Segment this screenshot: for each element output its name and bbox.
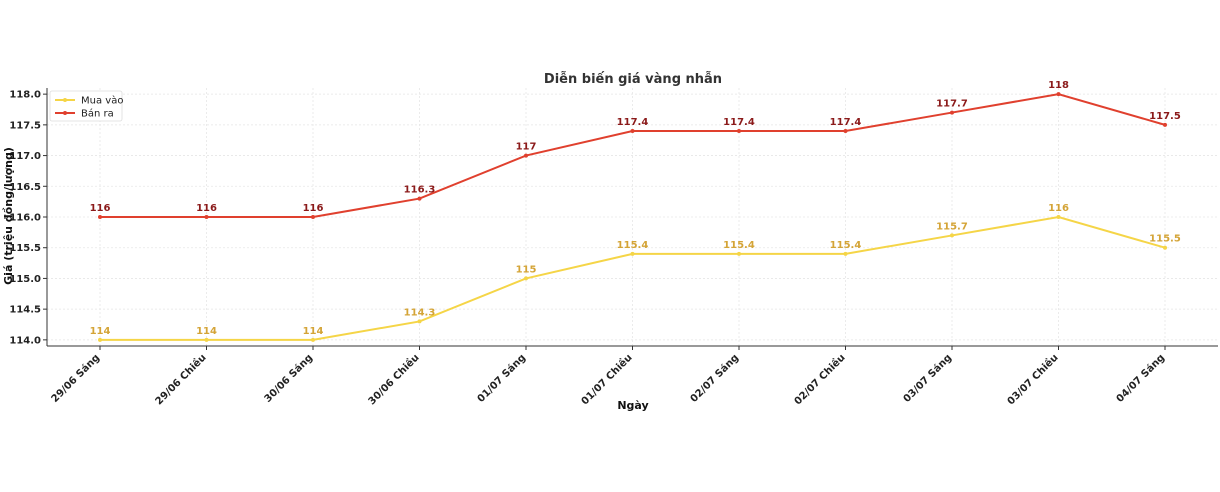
- data-label-sell: 116: [303, 203, 324, 214]
- x-tick-label: 30/06 Sáng: [262, 352, 315, 405]
- data-point-sell: [1056, 92, 1061, 97]
- data-label-sell: 117.5: [1149, 111, 1181, 122]
- chart-title: Diễn biến giá vàng nhẫn: [544, 72, 722, 87]
- data-label-buy: 114: [196, 326, 217, 337]
- data-label-sell: 116.3: [404, 185, 436, 196]
- y-tick-label: 114.5: [9, 305, 41, 316]
- data-point-sell: [524, 153, 528, 158]
- data-label-buy: 114: [303, 326, 324, 337]
- legend-label-buy: Mua vào: [81, 95, 123, 107]
- data-point-sell: [630, 129, 635, 133]
- data-point-buy: [524, 276, 528, 281]
- x-tick-label: 03/07 Sáng: [901, 352, 954, 405]
- data-point-buy: [1163, 245, 1167, 250]
- data-label-sell: 117.4: [723, 117, 755, 128]
- y-tick-label: 115.0: [9, 274, 41, 285]
- data-label-buy: 115.4: [617, 240, 649, 251]
- data-point-buy: [98, 337, 102, 342]
- data-label-sell: 117.4: [617, 117, 649, 128]
- data-label-buy: 116: [1048, 203, 1069, 214]
- data-label-sell: 118: [1048, 80, 1069, 91]
- data-point-buy: [737, 251, 741, 256]
- y-tick-label: 116.0: [9, 213, 41, 224]
- data-label-buy: 115: [516, 264, 537, 275]
- data-label-sell: 117: [516, 142, 537, 153]
- data-point-buy: [1056, 215, 1061, 219]
- grid: [47, 88, 1218, 346]
- data-point-sell: [417, 196, 422, 201]
- y-axis-ticks: 114.0 114.5 115.0 115.5 116.0 116.5 117.0 117.5…: [9, 90, 47, 346]
- data-label-buy: 114.3: [404, 307, 436, 318]
- x-axis-ticks: 29/06 Sáng 29/06 Chiều 30/06 Sáng 30/06 Chi…: [49, 346, 1167, 407]
- data-point-sell: [843, 129, 848, 133]
- x-tick-label: 30/06 Chiều: [365, 351, 421, 407]
- x-tick-label: 03/07 Chiều: [1004, 351, 1060, 407]
- x-tick-label: 02/07 Chiều: [791, 351, 847, 407]
- y-tick-label: 117.5: [9, 120, 41, 131]
- series-group: [98, 92, 1167, 342]
- data-label-sell: 116: [90, 203, 111, 214]
- data-point-sell: [98, 215, 102, 219]
- data-point-buy: [204, 337, 209, 342]
- y-tick-label: 115.5: [9, 243, 41, 254]
- data-label-buy: 115.7: [936, 221, 968, 232]
- x-tick-label: 02/07 Sáng: [688, 352, 741, 405]
- data-label-sell: 116: [196, 203, 217, 214]
- data-label-sell: 117.7: [936, 99, 968, 110]
- x-tick-label: 29/06 Sáng: [49, 352, 102, 405]
- data-label-buy: 115.4: [830, 240, 862, 251]
- y-tick-label: 116.5: [9, 182, 41, 193]
- data-point-buy: [843, 251, 848, 256]
- data-label-buy: 114: [90, 326, 111, 337]
- y-axis-label: Giá (triệu đồng/lượng): [2, 147, 15, 285]
- data-point-sell: [1163, 122, 1167, 127]
- data-label-sell: 117.4: [830, 117, 862, 128]
- data-point-sell: [311, 215, 315, 219]
- data-point-buy: [417, 319, 422, 324]
- legend-marker-buy: [63, 98, 67, 102]
- x-tick-label: 29/06 Chiều: [152, 351, 208, 407]
- data-point-buy: [950, 233, 954, 238]
- data-label-buy: 115.4: [723, 240, 755, 251]
- data-point-sell: [950, 110, 954, 115]
- legend-label-sell: Bán ra: [81, 108, 114, 120]
- x-tick-label: 01/07 Sáng: [475, 352, 528, 405]
- y-tick-label: 114.0: [9, 335, 41, 346]
- data-point-sell: [737, 129, 741, 133]
- x-tick-label: 04/07 Sáng: [1114, 352, 1167, 405]
- data-point-buy: [630, 251, 635, 256]
- data-label-buy: 115.5: [1149, 234, 1181, 245]
- legend-marker-sell: [63, 111, 67, 115]
- y-tick-label: 117.0: [9, 151, 41, 162]
- y-tick-label: 118.0: [9, 90, 41, 101]
- x-axis-label: Ngày: [617, 399, 648, 412]
- data-point-buy: [311, 337, 315, 342]
- data-labels: 114 114 114 114.3 115 115.4 115.4 115.4 115.7 116…: [90, 80, 1181, 337]
- data-point-sell: [204, 215, 209, 219]
